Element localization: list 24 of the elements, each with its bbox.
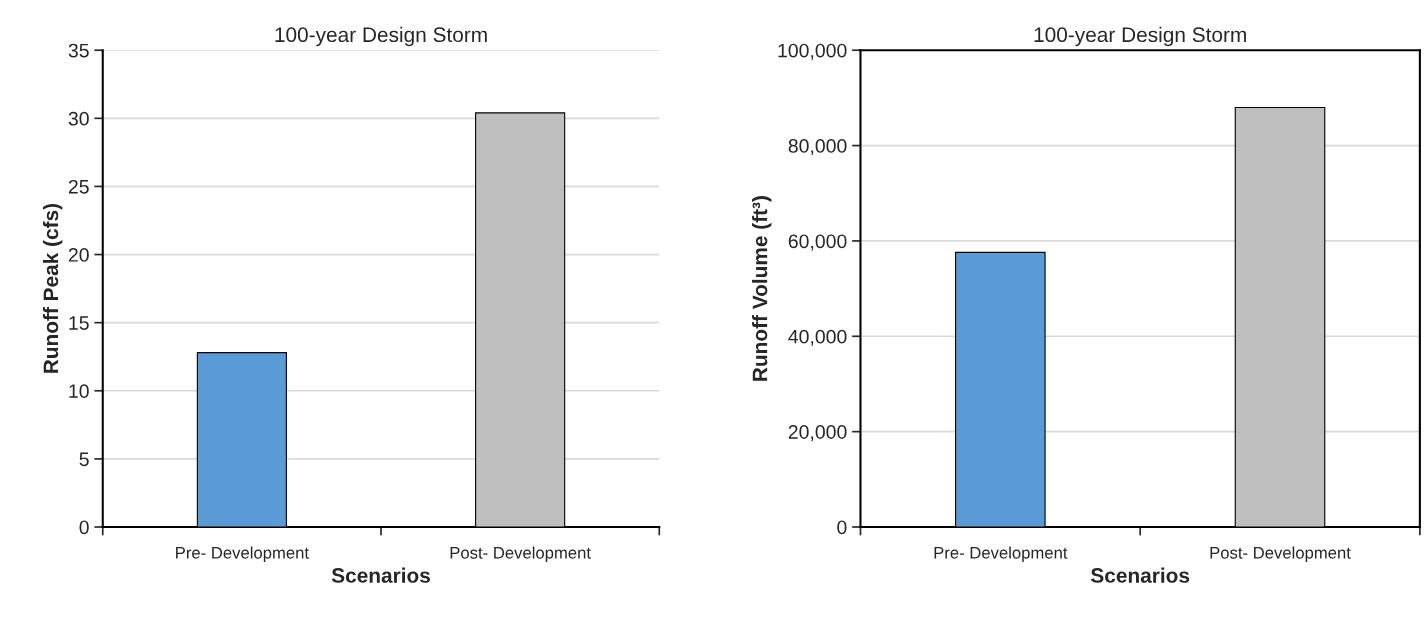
- x-tick-label: Pre- Development: [176, 546, 309, 562]
- x-tick-label: Pre- Development: [934, 546, 1068, 562]
- y-tick-label: 0: [79, 520, 89, 535]
- y-tick-label: 80,000: [788, 139, 847, 156]
- y-tick-label: 20: [68, 248, 89, 262]
- y-tick-label: 25: [68, 179, 89, 194]
- y-tick-label: 5: [79, 452, 89, 467]
- y-tick-label: 35: [68, 43, 89, 58]
- y-tick-label: 10: [69, 384, 89, 399]
- y-tick-label: 15: [69, 316, 89, 330]
- x-axis-title: Scenarios: [1090, 567, 1190, 583]
- y-tick-label: 60,000: [788, 234, 847, 251]
- y-tick-label: 30: [68, 111, 89, 126]
- y-axis-title: Runoff Volume (ft³): [752, 196, 772, 381]
- y-tick-label: 100,000: [778, 43, 847, 60]
- y-axis-title: Runoff Peak (cfs): [42, 203, 63, 373]
- y-tick-label: 20,000: [788, 425, 847, 442]
- y-tick-label: 40,000: [788, 329, 847, 346]
- chart-title: 100-year Design Storm: [1034, 26, 1246, 47]
- x-tick-label: Post- Development: [1210, 546, 1351, 562]
- chart-title: 100-year Design Storm: [275, 26, 487, 47]
- x-axis-title: Scenarios: [331, 567, 430, 583]
- x-tick-label: Post- Development: [450, 546, 591, 562]
- y-tick-label: 0: [837, 520, 847, 535]
